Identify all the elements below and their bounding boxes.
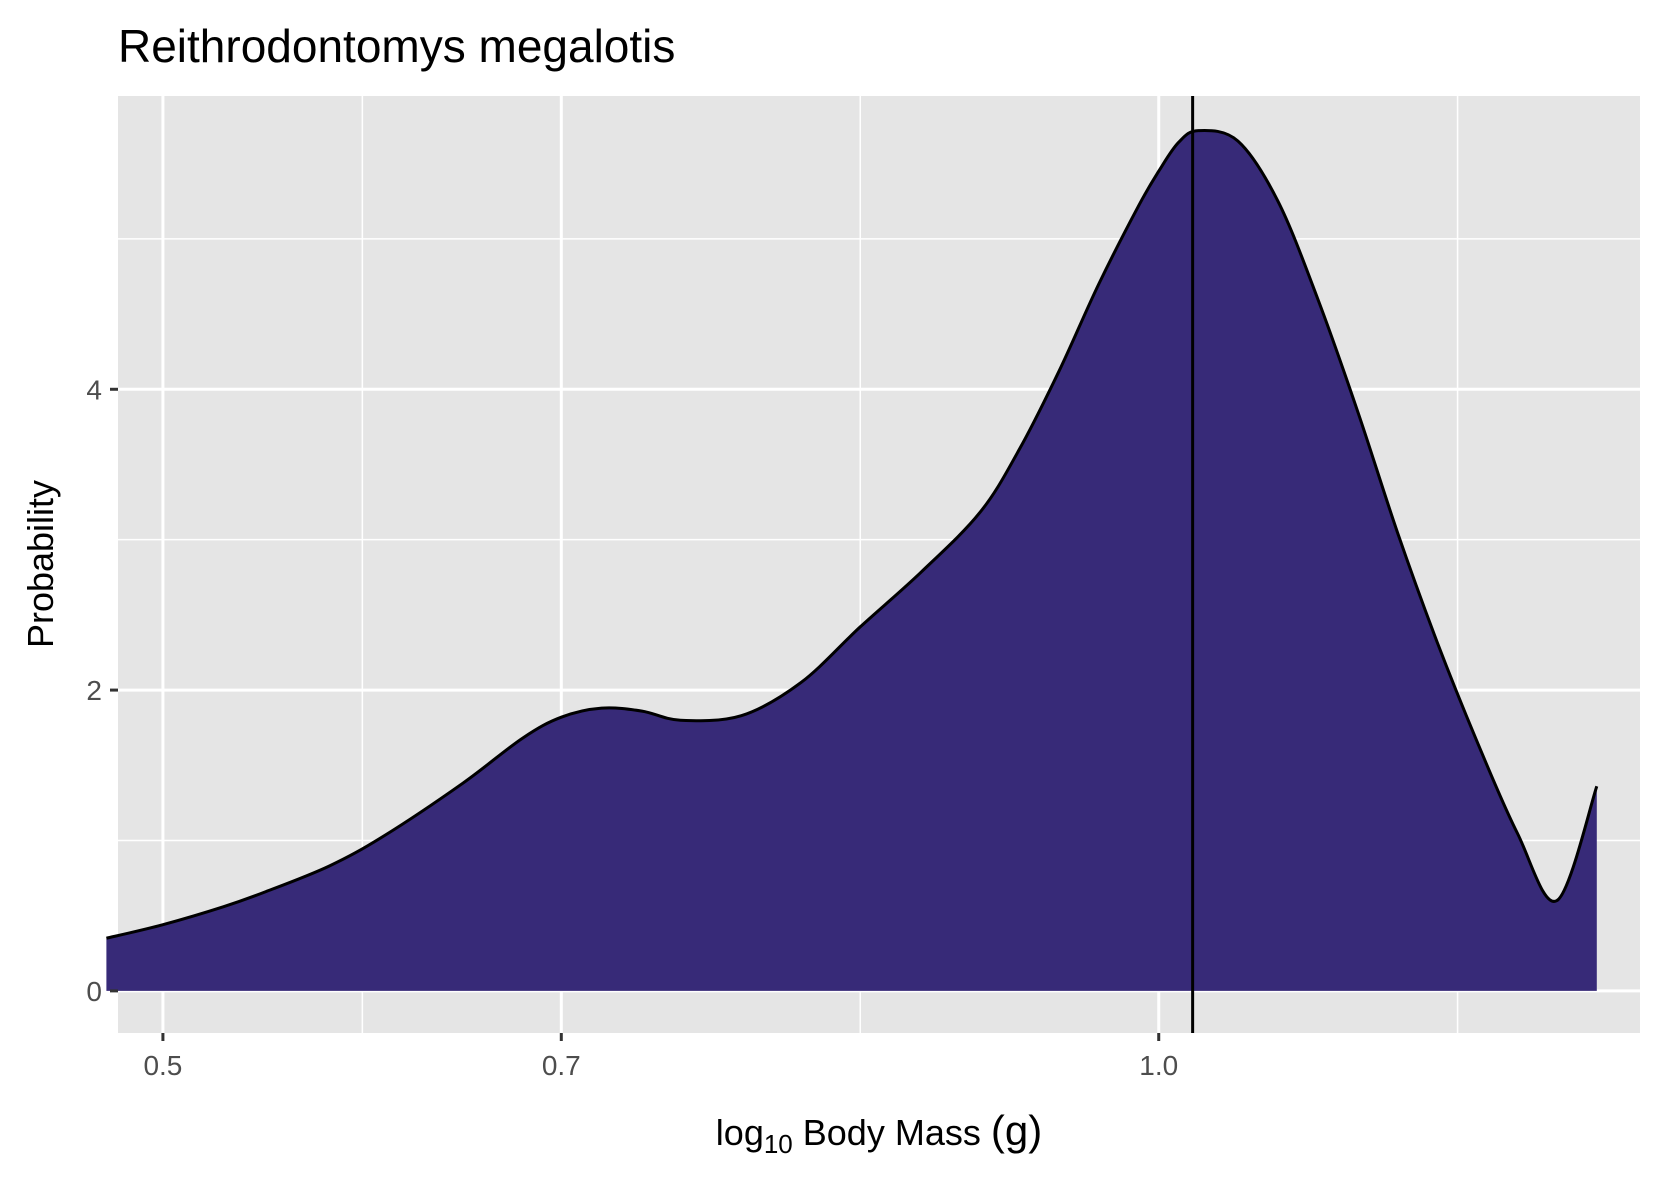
x-tick-label-0: 0.5 [143, 1050, 182, 1081]
x-tick-label-2: 1.0 [1139, 1050, 1178, 1081]
x-axis-title-prefix: log [716, 1112, 764, 1153]
x-axis-title: log10 Body Mass (g) [716, 1107, 1042, 1159]
y-axis: 0 2 4 [86, 374, 118, 1007]
y-tick-label-0: 0 [86, 976, 102, 1007]
x-axis-title-subscript: 10 [764, 1129, 793, 1159]
density-curve [106, 128, 1599, 940]
y-axis-title: Probability [20, 480, 61, 648]
y-tick-label-2: 4 [86, 374, 102, 405]
density-area [106, 130, 1597, 991]
x-axis-title-rest: Body Mass [793, 1112, 991, 1153]
x-axis: 0.5 0.7 1.0 [143, 1033, 1178, 1081]
x-axis-title-unit: (g) [991, 1107, 1042, 1154]
chart-title: Reithrodontomys megalotis [118, 20, 675, 72]
y-tick-label-1: 2 [86, 675, 102, 706]
x-tick-label-1: 0.7 [542, 1050, 581, 1081]
